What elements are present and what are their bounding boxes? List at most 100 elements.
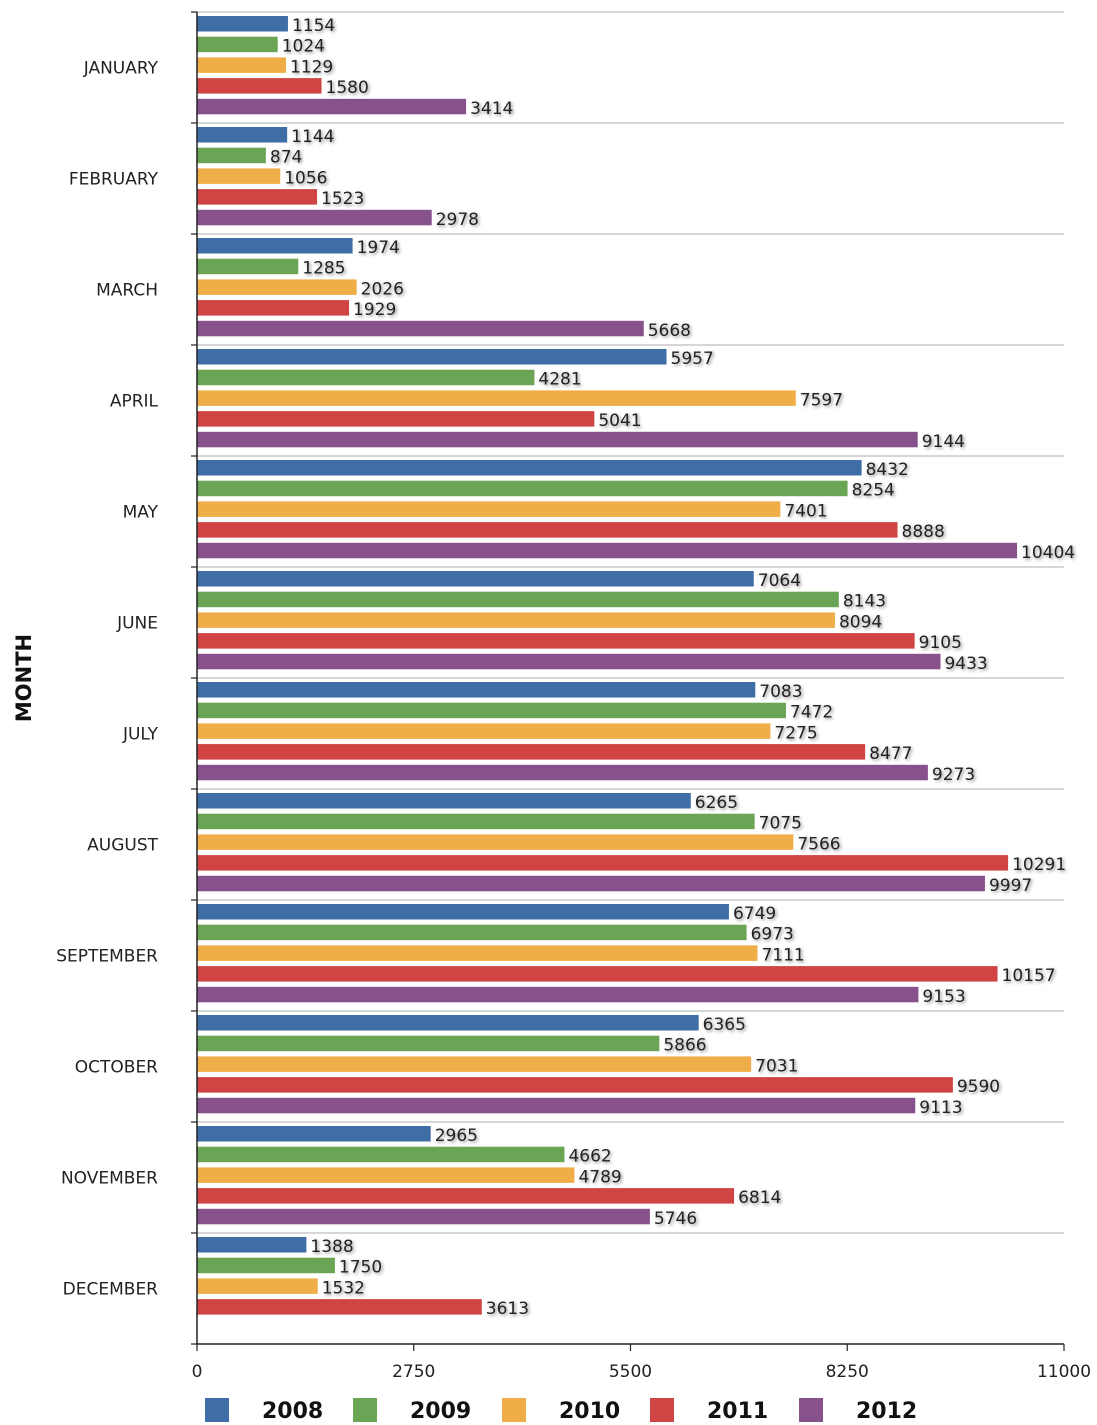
data-label: 3414 <box>470 99 513 119</box>
data-label: 10404 <box>1021 543 1075 563</box>
legend-swatch-2009 <box>353 1398 377 1422</box>
data-label: 1388 <box>310 1237 353 1257</box>
legend-swatch-2008 <box>205 1398 229 1422</box>
data-label: 7064 <box>758 571 801 591</box>
data-label: 3613 <box>486 1299 529 1319</box>
legend: 2008 2009 2010 2011 2012 <box>205 1398 917 1424</box>
x-tick-label: 11000 <box>1037 1362 1091 1382</box>
bar-2009-february <box>197 147 266 164</box>
data-label: 1154 <box>292 16 335 36</box>
data-label: 1580 <box>326 78 369 98</box>
category-label: OCTOBER <box>75 1058 158 1078</box>
data-label: 9433 <box>944 654 987 674</box>
data-label: 1144 <box>291 127 334 147</box>
data-label: 7083 <box>759 682 802 702</box>
category-label: FEBRUARY <box>69 170 159 190</box>
bar-2009-november <box>197 1146 565 1163</box>
bar-2009-december <box>197 1257 335 1274</box>
legend-label: 2009 <box>410 1399 471 1424</box>
data-label: 2978 <box>436 210 479 230</box>
bar-2011-may <box>197 522 898 538</box>
bar-2011-june <box>197 633 915 649</box>
data-label: 1532 <box>322 1278 365 1298</box>
data-label: 9590 <box>957 1077 1000 1097</box>
category-label: DECEMBER <box>63 1280 159 1300</box>
bar-2011-april <box>197 411 595 427</box>
bar-2009-april <box>197 369 535 386</box>
bar-2010-april <box>197 390 796 406</box>
bar-2010-march <box>197 279 357 295</box>
data-label: 9144 <box>922 432 965 452</box>
data-label: 1974 <box>357 238 400 258</box>
data-label: 6265 <box>695 793 738 813</box>
data-label: 9273 <box>932 765 975 785</box>
category-label: SEPTEMBER <box>56 947 158 967</box>
category-label: APRIL <box>110 392 159 412</box>
bar-2009-july <box>197 702 786 719</box>
x-tick-label: 2750 <box>392 1362 435 1382</box>
bar-2012-november <box>197 1208 650 1225</box>
legend-swatch-2011 <box>650 1398 674 1422</box>
legend-swatch-2012 <box>799 1398 823 1422</box>
data-label: 7401 <box>784 501 827 521</box>
category-label: AUGUST <box>87 836 158 856</box>
bar-2008-march <box>197 238 353 254</box>
bar-2012-march <box>197 320 644 337</box>
category-label: NOVEMBER <box>61 1169 158 1189</box>
data-label: 1024 <box>282 37 325 57</box>
data-label: 1129 <box>290 57 333 77</box>
bar-2011-february <box>197 189 318 205</box>
data-label: 1285 <box>302 259 345 279</box>
bar-2008-september <box>197 904 729 920</box>
data-label: 4281 <box>538 370 581 390</box>
legend-label: 2008 <box>262 1399 323 1424</box>
bar-2010-may <box>197 501 781 517</box>
bar-2010-august <box>197 834 794 850</box>
bar-2008-december <box>197 1237 307 1253</box>
legend-label: 2012 <box>856 1399 917 1424</box>
bar-2011-october <box>197 1077 953 1093</box>
bar-2012-september <box>197 986 919 1003</box>
data-label: 10157 <box>1002 966 1056 986</box>
bar-2008-may <box>197 460 862 476</box>
category-label: JULY <box>122 725 159 745</box>
data-label: 5866 <box>663 1036 706 1056</box>
legend-swatch-2010 <box>502 1398 526 1422</box>
data-label: 6814 <box>738 1188 781 1208</box>
data-label: 5041 <box>598 411 641 431</box>
bar-2011-august <box>197 855 1009 871</box>
bar-2012-february <box>197 209 432 226</box>
bar-2008-august <box>197 793 691 809</box>
legend-label: 2010 <box>559 1399 620 1424</box>
category-label: JANUARY <box>83 59 159 79</box>
bar-2009-june <box>197 591 839 608</box>
bar-2008-july <box>197 682 756 698</box>
bar-2011-september <box>197 966 998 982</box>
bar-2012-august <box>197 875 985 892</box>
bar-2011-december <box>197 1299 482 1315</box>
data-label: 4789 <box>578 1167 621 1187</box>
data-label: 1750 <box>339 1258 382 1278</box>
data-label: 7031 <box>755 1056 798 1076</box>
bar-2009-march <box>197 258 299 275</box>
data-label: 8888 <box>902 522 945 542</box>
x-tick-label: 5500 <box>609 1362 652 1382</box>
data-label: 5957 <box>671 349 714 369</box>
data-label: 5668 <box>648 321 691 341</box>
bar-2009-october <box>197 1035 660 1052</box>
legend-label: 2011 <box>707 1399 768 1424</box>
data-label: 874 <box>270 148 302 168</box>
data-label: 7111 <box>761 945 804 965</box>
bar-2008-april <box>197 349 667 365</box>
bar-2008-february <box>197 127 288 143</box>
bar-2012-july <box>197 764 928 781</box>
data-label: 5746 <box>654 1209 697 1229</box>
data-label: 8254 <box>852 481 895 501</box>
bar-2010-july <box>197 723 771 739</box>
bar-2008-november <box>197 1126 431 1142</box>
data-label: 9105 <box>919 633 962 653</box>
bar-2010-september <box>197 945 758 961</box>
bar-2012-april <box>197 431 918 448</box>
